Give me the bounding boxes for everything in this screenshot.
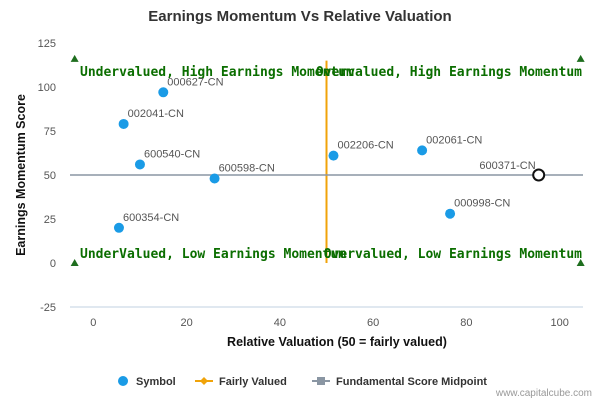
quadrant-label-top-right: Overvalued, High Earnings Momentum bbox=[316, 65, 582, 80]
y-axis-title: Earnings Momentum Score bbox=[14, 94, 28, 256]
x-tick-label: 0 bbox=[90, 317, 96, 329]
triangle-marker bbox=[576, 54, 585, 62]
triangle-marker bbox=[70, 259, 79, 266]
data-point bbox=[328, 150, 339, 161]
quadrant-label-top-left: Undervalued, High Earnings Momentum bbox=[80, 65, 354, 80]
quadrant-label-bottom-right: Overvalued, Low Earnings Momentum bbox=[324, 247, 582, 262]
scatter-points: 000627-CN 002041-CN 600540-CN 600598-CN 6003… bbox=[113, 76, 546, 233]
data-point bbox=[445, 208, 456, 219]
x-axis-ticks: 0 20 40 60 80 100 bbox=[90, 317, 569, 329]
y-tick-label: 100 bbox=[38, 82, 56, 94]
legend-item-midpoint[interactable]: Fundamental Score Midpoint bbox=[312, 376, 487, 388]
y-tick-label: 0 bbox=[50, 258, 56, 270]
data-point bbox=[118, 118, 129, 129]
legend-symbol-marker bbox=[118, 376, 128, 386]
x-tick-label: 20 bbox=[180, 317, 192, 329]
data-point bbox=[113, 222, 124, 233]
x-axis-title: Relative Valuation (50 = fairly valued) bbox=[227, 335, 447, 349]
x-tick-label: 100 bbox=[551, 317, 569, 329]
legend-label-fairly-valued: Fairly Valued bbox=[219, 376, 287, 388]
quadrant-label-bottom-left: UnderValued, Low Earnings Momentum bbox=[80, 247, 346, 262]
legend-fair-marker bbox=[200, 377, 208, 385]
legend: Symbol Fairly Valued Fundamental Score M… bbox=[118, 376, 487, 388]
corner-markers bbox=[70, 54, 585, 266]
data-point-label: 600598-CN bbox=[219, 163, 275, 175]
data-point bbox=[158, 87, 169, 98]
y-tick-label: 50 bbox=[44, 170, 56, 182]
legend-item-symbol[interactable]: Symbol bbox=[118, 376, 176, 388]
data-point bbox=[209, 173, 220, 184]
data-point-label: 000627-CN bbox=[167, 76, 223, 88]
legend-label-symbol: Symbol bbox=[136, 376, 176, 388]
data-point-label: 002061-CN bbox=[426, 134, 482, 146]
credit-text[interactable]: www.capitalcube.com bbox=[495, 388, 592, 399]
y-axis-ticks: -25 0 25 50 75 100 125 bbox=[38, 38, 56, 314]
data-point-label: 002206-CN bbox=[337, 140, 393, 152]
y-tick-label: -25 bbox=[40, 302, 56, 314]
data-point bbox=[417, 145, 428, 156]
y-tick-label: 25 bbox=[44, 214, 56, 226]
data-point-label: 002041-CN bbox=[128, 108, 184, 120]
x-tick-label: 60 bbox=[367, 317, 379, 329]
y-tick-label: 75 bbox=[44, 126, 56, 138]
chart-title: Earnings Momentum Vs Relative Valuation bbox=[148, 8, 451, 25]
triangle-marker bbox=[70, 54, 79, 62]
y-tick-label: 125 bbox=[38, 38, 56, 50]
x-tick-label: 80 bbox=[460, 317, 472, 329]
legend-item-fairly-valued[interactable]: Fairly Valued bbox=[195, 376, 287, 388]
data-point bbox=[134, 159, 145, 170]
x-tick-label: 40 bbox=[274, 317, 286, 329]
legend-label-midpoint: Fundamental Score Midpoint bbox=[336, 376, 487, 388]
data-point-label: 600354-CN bbox=[123, 212, 179, 224]
legend-midpoint-marker bbox=[317, 377, 325, 385]
data-point-label: 600540-CN bbox=[144, 148, 200, 160]
triangle-marker bbox=[576, 259, 585, 266]
data-point-label: 000998-CN bbox=[454, 198, 510, 210]
data-point-highlighted bbox=[532, 168, 546, 182]
data-point-label: 600371-CN bbox=[479, 160, 535, 172]
